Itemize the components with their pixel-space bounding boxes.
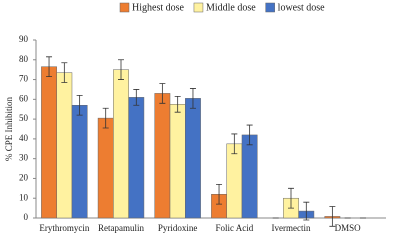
legend-swatch: [119, 2, 130, 13]
y-tick-label: 50: [19, 113, 29, 123]
bar: [56, 72, 73, 219]
y-tick-label: 10: [19, 192, 29, 202]
legend-label: lowest dose: [278, 2, 326, 13]
legend-swatch: [193, 2, 204, 13]
bar: [241, 134, 258, 219]
error-bar: [61, 62, 68, 83]
legend-swatch: [265, 2, 275, 13]
error-bar: [159, 83, 166, 104]
error-bar: [133, 89, 140, 106]
error-bar: [329, 206, 336, 227]
bar: [128, 97, 145, 219]
error-bar: [288, 187, 294, 209]
y-tick-label: 80: [19, 54, 29, 64]
bar: [113, 69, 129, 219]
error-bar: [231, 133, 238, 155]
y-tick-label: 90: [19, 34, 29, 44]
legend-label: Highest dose: [132, 2, 185, 13]
bar: [41, 66, 57, 219]
x-tick-label: Retapamulin: [98, 223, 144, 233]
bar: [71, 105, 88, 219]
bar: [185, 98, 201, 219]
x-tick-label: Pyridoxine: [158, 223, 198, 233]
error-bar: [46, 56, 53, 77]
error-bar: [174, 95, 181, 113]
bar: [97, 117, 114, 219]
error-bar: [189, 88, 196, 109]
bar: [226, 143, 243, 219]
error-bar: [303, 201, 310, 221]
x-tick-label: Folic Acid: [215, 223, 253, 233]
y-tick-label: 0: [24, 212, 29, 222]
error-bar: [102, 107, 109, 129]
y-tick-label: 40: [19, 133, 29, 143]
x-tick-label: DMSO: [335, 223, 362, 233]
error-bar: [216, 183, 223, 205]
error-bar: [118, 59, 124, 80]
bar: [154, 93, 171, 219]
y-tick-label: 20: [19, 173, 29, 183]
legend-label: Middle dose: [206, 2, 256, 13]
x-tick-label: Erythromycin: [39, 223, 89, 233]
x-tick-label: Ivermectin: [272, 223, 311, 233]
error-bar: [76, 94, 83, 116]
y-tick-label: 60: [19, 93, 29, 103]
y-axis-label: % CPE Inhibition: [4, 97, 14, 162]
y-tick-label: 30: [19, 153, 29, 163]
bar: [169, 104, 186, 219]
error-bar: [246, 124, 253, 146]
y-tick-label: 70: [19, 74, 29, 84]
